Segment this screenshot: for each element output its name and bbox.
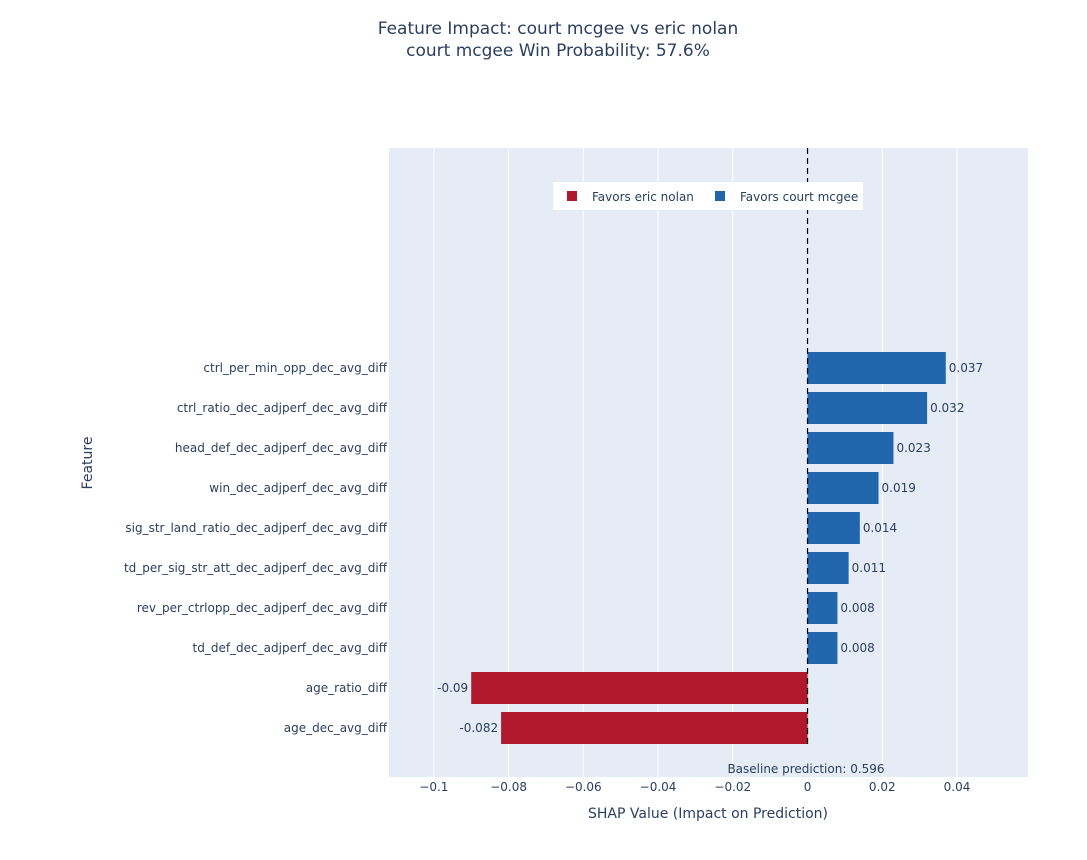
x-tick-label: 0.04 — [944, 780, 971, 794]
y-tick-label: age_ratio_diff — [306, 681, 388, 695]
x-axis-title: SHAP Value (Impact on Prediction) — [588, 806, 828, 822]
bar-value-label: 0.011 — [852, 561, 886, 575]
bar-value-label: 0.019 — [882, 481, 916, 495]
legend-swatch-favors-eric-nolan[interactable] — [567, 191, 577, 201]
bar[interactable] — [807, 512, 860, 544]
bar-value-label: -0.09 — [437, 681, 468, 695]
y-tick-label: td_per_sig_str_att_dec_adjperf_dec_avg_d… — [124, 561, 388, 575]
bar[interactable] — [807, 392, 928, 424]
y-tick-label: age_dec_avg_diff — [284, 721, 388, 735]
bar-value-label: 0.037 — [949, 361, 983, 375]
bar[interactable] — [807, 472, 879, 504]
chart-title: Feature Impact: court mcgee vs eric nola… — [378, 19, 739, 39]
bar[interactable] — [501, 712, 808, 744]
bar-value-label: 0.008 — [840, 601, 874, 615]
bar-value-label: 0.023 — [896, 441, 930, 455]
bar-value-label: -0.082 — [459, 721, 498, 735]
value-labels: 0.037 0.032 0.023 0.019 0.014 0.011 0.008 0.008… — [437, 361, 983, 735]
bar-value-label: 0.008 — [840, 641, 874, 655]
bar[interactable] — [807, 592, 838, 624]
y-tick-label: head_def_dec_adjperf_dec_avg_diff — [175, 441, 388, 455]
y-tick-label: rev_per_ctrlopp_dec_adjperf_dec_avg_diff — [137, 601, 388, 615]
y-tick-labels: ctrl_per_min_opp_dec_avg_diff ctrl_ratio_… — [124, 361, 388, 735]
bar-value-label: 0.032 — [930, 401, 964, 415]
x-tick-label: −0.06 — [565, 780, 602, 794]
x-tick-label: 0 — [804, 780, 812, 794]
bars — [471, 352, 946, 744]
y-tick-label: ctrl_ratio_dec_adjperf_dec_avg_diff — [177, 401, 388, 415]
x-tick-label: −0.02 — [714, 780, 751, 794]
x-tick-labels: −0.1 −0.08 −0.06 −0.04 −0.02 0 0.02 0.04 — [419, 780, 970, 794]
baseline-annotation: Baseline prediction: 0.596 — [727, 762, 884, 776]
x-tick-label: −0.08 — [490, 780, 527, 794]
y-tick-label: ctrl_per_min_opp_dec_avg_diff — [203, 361, 387, 375]
y-axis-title: Feature — [80, 437, 96, 490]
legend-label-favors-court-mcgee[interactable]: Favors court mcgee — [740, 190, 858, 204]
legend: Favors eric nolan Favors court mcgee — [553, 182, 863, 210]
legend-label-favors-eric-nolan[interactable]: Favors eric nolan — [592, 190, 694, 204]
legend-box — [553, 182, 863, 210]
y-tick-label: win_dec_adjperf_dec_avg_diff — [209, 481, 387, 495]
bar[interactable] — [807, 352, 946, 384]
y-tick-label: td_def_dec_adjperf_dec_avg_diff — [193, 641, 388, 655]
bar[interactable] — [471, 672, 808, 704]
x-tick-label: 0.02 — [869, 780, 896, 794]
legend-swatch-favors-court-mcgee[interactable] — [715, 191, 725, 201]
bar[interactable] — [807, 432, 894, 464]
y-tick-label: sig_str_land_ratio_dec_adjperf_dec_avg_d… — [125, 521, 387, 535]
bar[interactable] — [807, 552, 849, 584]
x-tick-label: −0.1 — [419, 780, 448, 794]
x-tick-label: −0.04 — [640, 780, 677, 794]
bar-value-label: 0.014 — [863, 521, 897, 535]
bar[interactable] — [807, 632, 838, 664]
chart-subtitle: court mcgee Win Probability: 57.6% — [406, 41, 710, 61]
